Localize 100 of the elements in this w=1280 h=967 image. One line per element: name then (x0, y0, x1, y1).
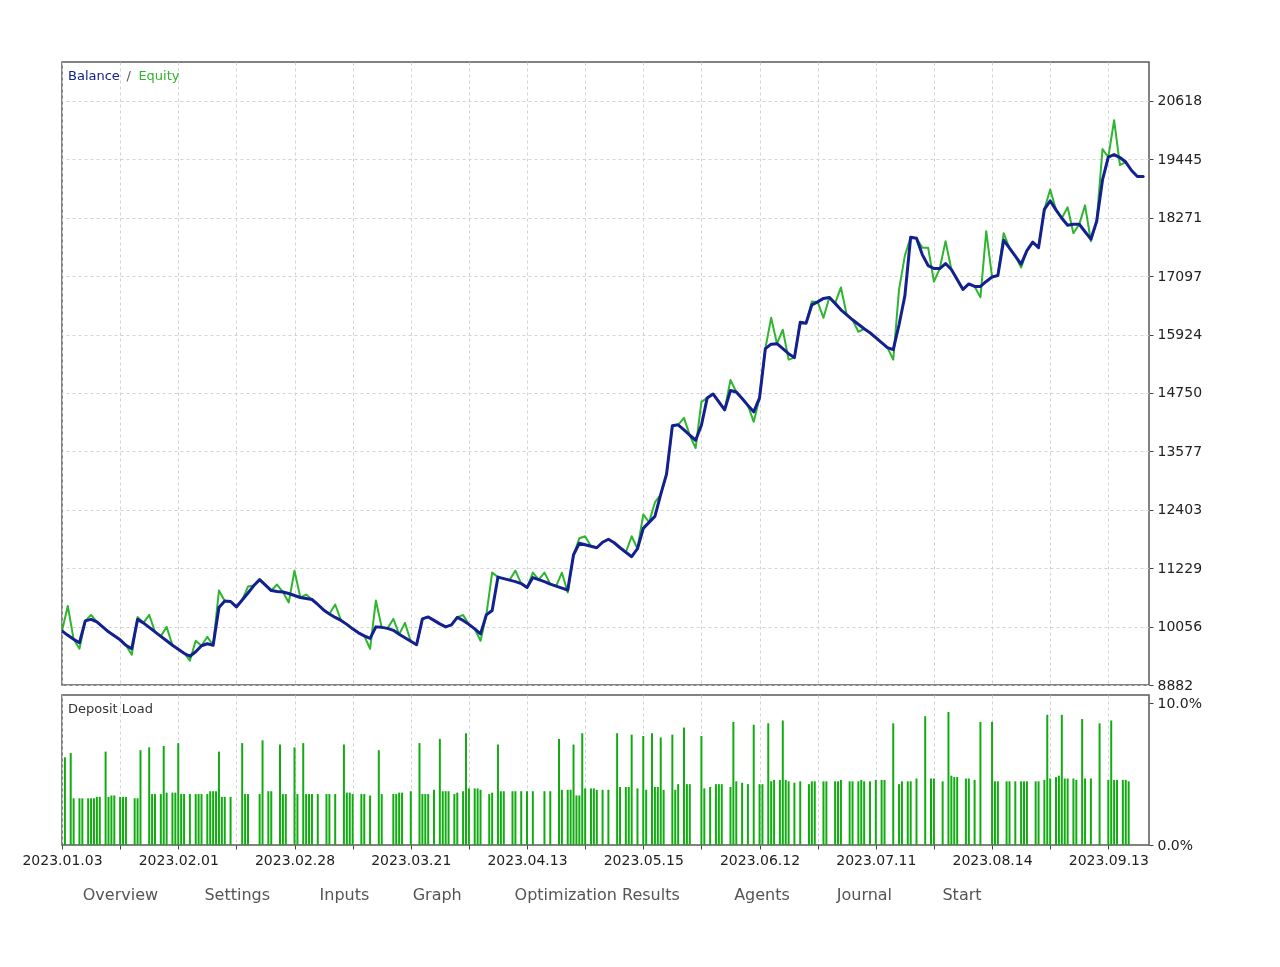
bar (110, 795, 113, 845)
bar (714, 784, 717, 845)
bar (1008, 781, 1011, 845)
bar (496, 744, 499, 845)
bar (171, 792, 174, 845)
bar (69, 753, 72, 845)
bar (247, 794, 250, 845)
bar (1081, 719, 1084, 845)
bar (595, 789, 598, 845)
bar (883, 779, 886, 845)
bar (558, 738, 560, 845)
bar (119, 796, 122, 845)
bar (293, 747, 296, 845)
bar (398, 792, 401, 845)
bar (793, 782, 796, 845)
bar (761, 784, 764, 845)
bar (979, 721, 982, 845)
bar (924, 716, 927, 845)
bar (113, 795, 116, 845)
bar (898, 784, 901, 845)
bar (773, 779, 776, 845)
bar (194, 794, 197, 845)
bar (217, 751, 220, 845)
bar (1072, 778, 1075, 845)
bar (880, 779, 883, 845)
y-tick-label: 13577 (1157, 442, 1203, 459)
bar (810, 781, 813, 845)
bar (651, 733, 653, 845)
bar (848, 781, 851, 845)
bar (302, 743, 305, 845)
bar (592, 788, 595, 845)
bar (1110, 720, 1113, 845)
bar (682, 727, 685, 845)
bar (325, 794, 328, 845)
bar (479, 789, 482, 845)
y-tick-label: 0.0% (1157, 836, 1194, 853)
bar (476, 788, 479, 845)
x-tick-label: 2023.07.11 (836, 851, 917, 868)
y-tick-label: 12403 (1157, 501, 1203, 518)
bar (81, 798, 84, 845)
text: Agents (734, 885, 790, 904)
bar (188, 794, 191, 845)
bar (284, 794, 287, 845)
x-tick-label: 2023.06.12 (719, 851, 801, 868)
bar (892, 723, 895, 845)
x-tick-label: 2023.09.13 (1068, 851, 1149, 868)
y-tick-label: 18271 (1157, 209, 1203, 226)
y-tick-label: 20618 (1157, 92, 1203, 109)
bar (1020, 781, 1023, 845)
bar (95, 796, 98, 845)
bar (433, 789, 436, 845)
bar (369, 795, 372, 845)
bar (787, 781, 790, 845)
bar (424, 794, 427, 845)
y-tick-label: 10056 (1157, 618, 1203, 635)
bar (906, 781, 909, 845)
y-tick-label: 19445 (1157, 150, 1203, 167)
bar (200, 794, 203, 845)
bar (63, 757, 66, 845)
bar (488, 794, 491, 845)
y-tick-label: 10.0% (1157, 694, 1202, 711)
bar (909, 781, 912, 845)
y-tick-label: 11229 (1157, 559, 1203, 576)
x-tick-label: 2023.02.28 (254, 851, 336, 868)
bar (1121, 779, 1124, 845)
bar (1046, 714, 1049, 845)
bar (342, 744, 345, 845)
bar (444, 791, 447, 845)
bar (996, 781, 999, 845)
bar (616, 733, 619, 845)
bar (589, 788, 592, 845)
bar (973, 779, 976, 845)
x-tick-label: 2023.08.14 (952, 851, 1033, 868)
bar (1124, 779, 1127, 845)
bar (572, 744, 575, 845)
bar (720, 784, 723, 845)
bar (874, 779, 877, 845)
bar (915, 778, 918, 845)
annotation: / (126, 68, 132, 83)
bar (87, 798, 90, 845)
bar (377, 750, 380, 845)
bar (520, 791, 523, 845)
bar (767, 723, 770, 845)
bar (868, 781, 871, 845)
bar (229, 796, 232, 845)
bar (1037, 781, 1040, 845)
bar (98, 796, 101, 845)
bar (1034, 781, 1037, 845)
text: Optimization Results (514, 885, 680, 904)
bar (270, 791, 273, 845)
bar (401, 792, 404, 845)
bar (1127, 781, 1130, 845)
bar (781, 720, 784, 845)
bar (947, 711, 950, 845)
bar (502, 791, 505, 845)
bar (741, 782, 744, 845)
bar (209, 791, 212, 845)
bar (447, 791, 450, 845)
bar (334, 794, 337, 845)
bar (241, 743, 244, 845)
